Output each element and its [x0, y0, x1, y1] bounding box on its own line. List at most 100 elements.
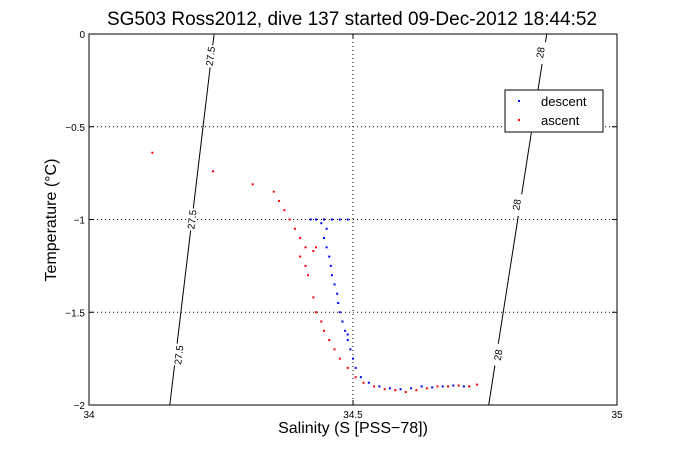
descent-point [359, 376, 362, 379]
ascent-point [283, 209, 286, 212]
density-contour-label-group: 27.5 [171, 343, 186, 367]
y-axis-label: Temperature (°C) [43, 159, 60, 282]
ascent-point [299, 255, 302, 258]
density-contour-label-bg [509, 192, 524, 217]
descent-point [346, 333, 349, 336]
x-tick-label: 34 [83, 410, 95, 421]
x-axis-label: Salinity (S [PSS−78]) [278, 420, 428, 437]
descent-point [346, 339, 349, 342]
y-tick-label: 0 [79, 30, 85, 41]
ascent-point [328, 339, 331, 342]
chart-title: SG503 Ross2012, dive 137 started 09-Dec-… [107, 9, 597, 30]
legend-label-descent: descent [541, 94, 587, 109]
ascent-point [404, 391, 407, 394]
ascent-point [251, 183, 254, 186]
ascent-point [299, 237, 302, 240]
ascent-point [394, 389, 397, 392]
descent-point [337, 301, 340, 304]
x-tick-label: 35 [611, 410, 623, 421]
y-tick-label: −2 [74, 401, 86, 412]
axis-ticks: 34 34.5 35 0 −0.5 −1 −1.5 −2 [65, 30, 623, 421]
descent-point [352, 357, 354, 360]
ascent-point [312, 296, 315, 299]
density-contour-label-bg [532, 40, 548, 65]
ascent-point [212, 170, 215, 173]
descent-point [462, 385, 465, 388]
descent-point [309, 218, 312, 221]
ascent-point [293, 227, 296, 230]
density-contour-label: 28 [511, 198, 524, 211]
ascent-point [457, 384, 460, 387]
ascent-point [304, 246, 307, 249]
descent-point [338, 218, 341, 221]
density-contour-label: 27.5 [173, 344, 186, 365]
descent-point [441, 385, 444, 388]
ascent-point [447, 385, 450, 388]
ascent-point [373, 385, 376, 388]
descent-point [338, 311, 341, 314]
ascent-point [151, 151, 154, 154]
ascent-point [315, 246, 318, 249]
descent-point [420, 385, 423, 388]
ascent-point [468, 385, 471, 388]
descent-point [349, 348, 352, 351]
ascent-point [346, 366, 349, 369]
descent-point [341, 320, 344, 323]
ascent-point [362, 381, 365, 384]
density-contour-label: 28 [535, 46, 548, 59]
descent-point [328, 255, 331, 258]
density-contours: 27.5 27.5 27.5 28 28 28 [169, 33, 548, 406]
ascent-point [338, 357, 341, 360]
descent-point [367, 381, 370, 384]
ascent-point [312, 250, 315, 253]
density-contour-label-bg [203, 44, 217, 68]
density-contour-label-group: 28 [490, 343, 506, 367]
descent-point [315, 218, 318, 221]
descent-point [452, 384, 455, 387]
density-contour-label-bg [184, 207, 199, 232]
descent-point [320, 222, 323, 225]
ascent-point [278, 199, 281, 202]
descent-point [322, 218, 325, 221]
ascent-point [476, 383, 479, 386]
descent-point [325, 246, 328, 249]
density-contour-label: 28 [493, 348, 506, 361]
y-tick-label: −1 [74, 216, 86, 227]
descent-point [322, 237, 325, 240]
ascent-point [315, 311, 318, 314]
ascent-point [304, 264, 307, 267]
density-contour-label-group: 28 [509, 192, 524, 217]
legend-marker-ascent [518, 119, 520, 121]
descent-point [354, 366, 357, 369]
ascent-point [333, 348, 336, 351]
descent-point [325, 227, 328, 230]
descent-point [336, 292, 339, 295]
ascent-point [307, 274, 310, 277]
ascent-point [320, 320, 323, 323]
density-contour-label: 27.5 [205, 46, 218, 67]
descent-point [399, 388, 402, 391]
ascent-point [322, 329, 325, 332]
ascent-point [288, 218, 291, 221]
legend-label-ascent: ascent [541, 113, 580, 128]
descent-point [346, 218, 349, 221]
density-contour-label-bg [171, 343, 186, 367]
density-contour-label-group: 28 [532, 40, 548, 65]
density-contour-label: 27.5 [186, 209, 199, 230]
ascent-point [354, 376, 357, 379]
descent-point [330, 274, 333, 277]
ascent-point [415, 389, 418, 392]
ascent-point [383, 388, 386, 391]
descent-point [431, 386, 434, 389]
density-contour-label-bg [490, 343, 505, 367]
legend-box [504, 89, 604, 133]
descent-point [410, 387, 413, 390]
y-tick-label: −0.5 [65, 123, 85, 134]
descent-point [378, 385, 381, 388]
legend-marker-descent [518, 100, 520, 102]
descent-point [388, 387, 391, 390]
ascent-point [425, 387, 428, 390]
x-tick-label: 34.5 [343, 410, 363, 421]
y-tick-label: −1.5 [65, 308, 85, 319]
